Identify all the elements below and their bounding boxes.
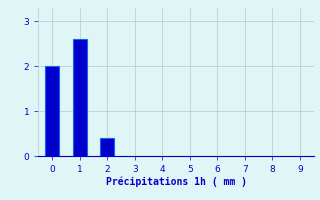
X-axis label: Précipitations 1h ( mm ): Précipitations 1h ( mm ) [106, 177, 246, 187]
Bar [100, 138, 114, 156]
Bar [73, 39, 87, 156]
Bar [45, 66, 59, 156]
